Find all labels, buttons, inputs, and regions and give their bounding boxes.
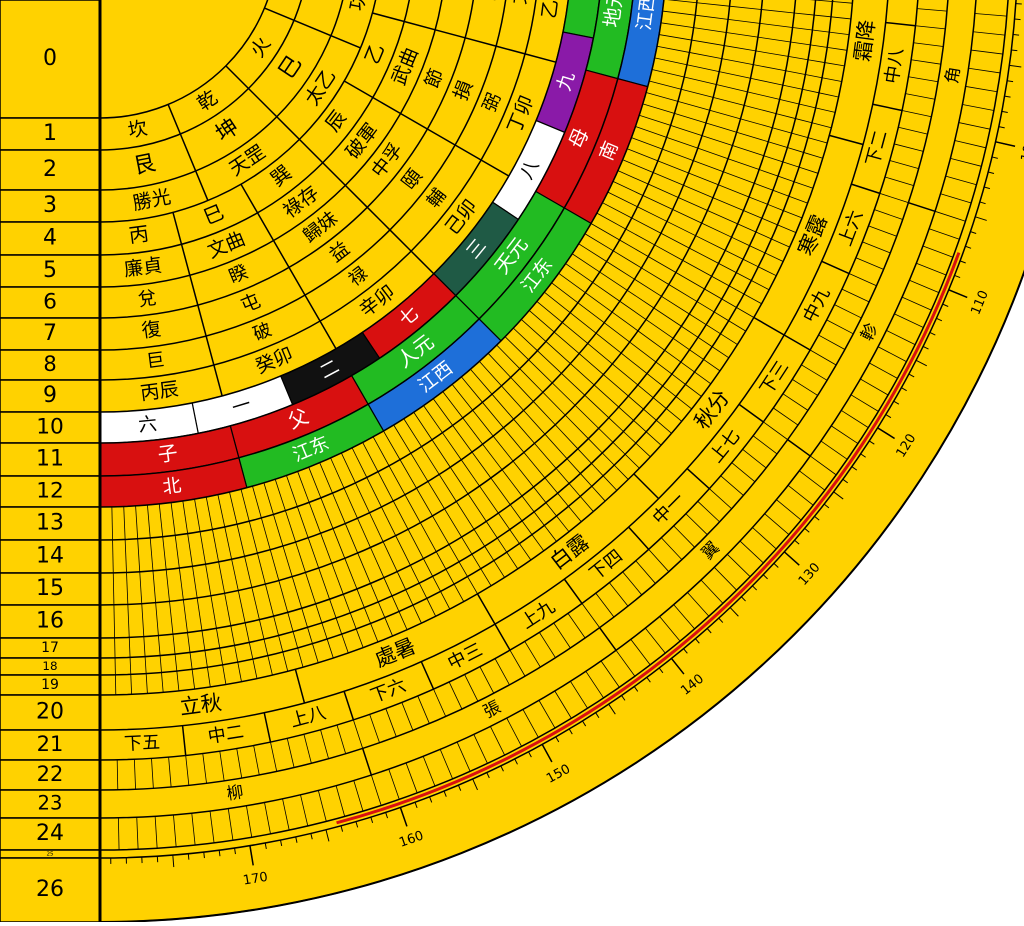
ring-text: 子 [156, 441, 179, 466]
ring-index: 21 [37, 732, 64, 756]
ring-index: 15 [36, 576, 64, 601]
ring-index: 16 [36, 609, 64, 634]
ring-index: 13 [36, 511, 64, 536]
ring-index: 3 [43, 193, 57, 218]
degree-minor-tick [204, 852, 205, 858]
ring-index-column: 0123456789101112131415161718192021222324… [0, 0, 100, 922]
ring-text: 丙 [128, 222, 151, 247]
ring-index: 2 [43, 157, 57, 182]
ring-index: 6 [43, 290, 57, 315]
ring-index: 23 [38, 792, 63, 815]
ring-index: 5 [43, 258, 57, 283]
ring-text: 六 [137, 414, 158, 437]
ring-index: 19 [41, 677, 59, 693]
ring-text: 復 [140, 317, 162, 342]
degree-minor-tick [1011, 50, 1017, 51]
ring-index: 17 [41, 640, 59, 656]
ring-text: 北 [161, 475, 183, 498]
ring-index: 4 [43, 226, 57, 251]
ring-index: 18 [42, 659, 57, 673]
ring-index: 7 [43, 321, 57, 346]
ring-text: 巨 [145, 349, 166, 372]
ring-text: 兌 [137, 288, 158, 311]
ring-index: 1 [43, 121, 57, 146]
ring-index: 25 [46, 852, 54, 858]
ring-index: 9 [43, 383, 57, 408]
ring-index: 12 [36, 479, 64, 504]
ring-index: 8 [43, 352, 56, 376]
ring-text: 上五 [892, 0, 915, 1]
ring-index: 22 [37, 762, 64, 786]
ring-index: 0 [43, 46, 57, 71]
ring-index: 26 [36, 877, 64, 902]
degree-minor-tick [1013, 35, 1019, 36]
degree-minor-tick [1015, 19, 1021, 20]
ring-text: 角 [941, 65, 963, 85]
ring-text: 下五 [124, 732, 161, 755]
ring-text: 柳 [225, 781, 245, 803]
degree-minor-tick [188, 854, 189, 860]
ring-index: 11 [36, 447, 64, 472]
ring-index: 20 [36, 700, 64, 725]
ring-index: 14 [36, 544, 64, 569]
ring-index: 10 [36, 415, 64, 440]
ring-index: 24 [36, 821, 64, 846]
